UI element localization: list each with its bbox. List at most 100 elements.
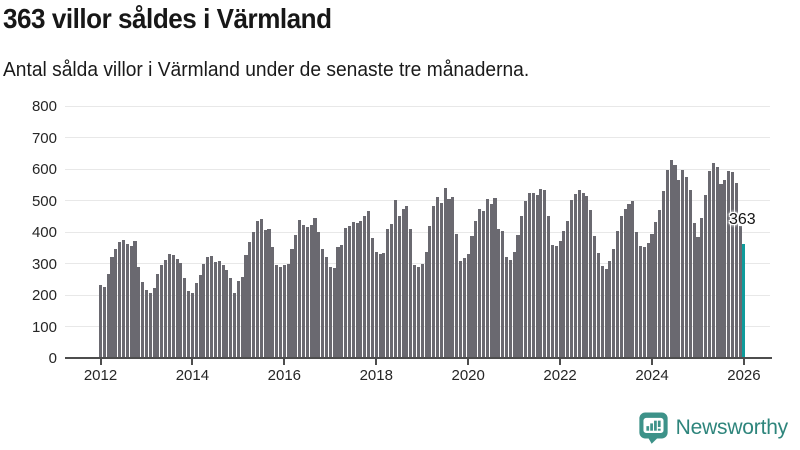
bar <box>455 233 459 358</box>
bar <box>585 195 589 358</box>
bar <box>152 288 156 358</box>
bar <box>596 252 600 358</box>
bar <box>535 194 539 358</box>
bar <box>114 248 118 358</box>
bar <box>336 247 340 358</box>
bar <box>692 222 696 358</box>
bar <box>696 237 700 358</box>
bar <box>619 215 623 358</box>
bar <box>167 253 171 358</box>
x-axis-tick <box>283 359 286 365</box>
bar <box>106 274 110 358</box>
x-axis-tick <box>191 359 194 365</box>
bar <box>730 172 734 358</box>
bar <box>420 264 424 358</box>
bar <box>298 220 302 358</box>
bar <box>738 225 742 358</box>
bar <box>550 244 554 358</box>
bar <box>524 201 528 358</box>
bar <box>160 264 164 358</box>
bar <box>129 246 133 358</box>
bar <box>351 221 355 358</box>
bar <box>409 228 413 358</box>
bar <box>428 225 432 358</box>
bar <box>137 266 141 358</box>
y-axis-tick-label: 300 <box>31 255 57 273</box>
bar <box>543 190 547 358</box>
bar <box>573 193 577 358</box>
bar <box>665 170 669 358</box>
bar <box>386 229 390 358</box>
bar <box>305 226 309 358</box>
bar <box>321 248 325 358</box>
bar <box>447 198 451 358</box>
bar <box>474 220 478 358</box>
y-axis-tick-label: 0 <box>48 350 57 367</box>
bar <box>309 225 313 358</box>
bar <box>577 190 581 358</box>
bar <box>466 253 470 358</box>
plot-area: 363 <box>65 105 770 358</box>
bar <box>719 184 723 358</box>
bar <box>470 235 474 358</box>
bar <box>156 274 160 358</box>
gridline <box>65 168 770 170</box>
bar <box>355 222 359 358</box>
bar <box>175 258 179 358</box>
bar <box>271 247 275 358</box>
bar <box>623 209 627 358</box>
bar <box>673 165 677 358</box>
bar <box>98 284 103 358</box>
bar <box>439 203 443 358</box>
bar <box>393 199 397 358</box>
bar <box>405 205 409 358</box>
y-axis-tick-label: 600 <box>31 161 57 178</box>
bar <box>110 256 114 358</box>
x-axis-tick-label: 2014 <box>175 367 210 384</box>
newsworthy-logo[interactable]: Newsworthy <box>638 411 788 444</box>
bar <box>704 194 708 358</box>
bar <box>144 290 148 358</box>
bar <box>723 180 727 358</box>
bar <box>401 208 405 358</box>
bar <box>539 189 543 358</box>
x-axis-tick-label: 2012 <box>83 367 118 384</box>
bar <box>681 170 685 358</box>
bar <box>531 192 535 358</box>
brand-wordmark: Newsworthy <box>675 415 789 439</box>
bar <box>332 268 336 358</box>
bar <box>301 225 306 358</box>
bar <box>248 242 252 358</box>
bar <box>141 281 145 358</box>
bar <box>118 242 122 358</box>
bar <box>707 170 711 358</box>
bar <box>527 192 531 358</box>
bar <box>554 246 558 358</box>
bar <box>734 183 738 358</box>
bar <box>198 274 202 358</box>
x-axis-tick-label: 2022 <box>543 367 577 384</box>
bar <box>593 235 597 358</box>
bar <box>562 230 566 358</box>
bar <box>282 265 286 358</box>
x-axis-tick <box>467 359 470 365</box>
bar <box>397 215 401 358</box>
newsworthy-logo-icon <box>638 412 668 444</box>
highlight-value-label: 363 <box>728 210 756 228</box>
bar <box>435 197 440 358</box>
bar <box>684 176 689 358</box>
bar <box>424 251 428 358</box>
gridline <box>65 263 770 264</box>
bar <box>489 203 493 358</box>
bar <box>286 264 290 358</box>
y-axis-tick-label: 500 <box>31 192 57 210</box>
x-axis-tick-label: 2026 <box>727 367 761 384</box>
x-axis-tick-label: 2020 <box>451 367 485 384</box>
chart-subtitle: Antal sålda villor i Värmland under de s… <box>3 59 530 81</box>
bar <box>370 238 374 358</box>
bar <box>616 230 620 358</box>
bar <box>413 265 417 358</box>
x-axis-tick <box>559 359 562 365</box>
bar <box>187 291 191 358</box>
bar <box>121 239 126 358</box>
